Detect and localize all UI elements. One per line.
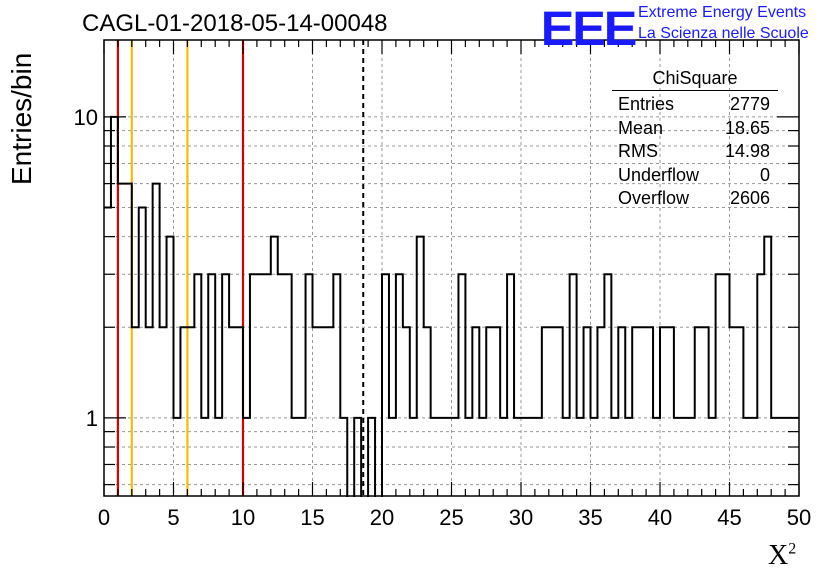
stats-label: Entries bbox=[618, 94, 675, 114]
chart-title: CAGL-01-2018-05-14-00048 bbox=[82, 10, 388, 37]
below-axis-mask bbox=[0, 497, 836, 572]
x-tick-label: 50 bbox=[787, 505, 811, 530]
stats-value: 18.65 bbox=[724, 117, 770, 138]
x-axis-label-base: X bbox=[768, 540, 789, 571]
stats-row: RMS 14.98 bbox=[612, 140, 778, 164]
x-tick-label: 20 bbox=[370, 505, 394, 530]
stats-value: 2606 bbox=[729, 188, 770, 208]
logo-line-2: La Scienza nelle Scuole bbox=[638, 25, 809, 42]
x-axis-label: X2 bbox=[768, 540, 796, 572]
stats-label: RMS bbox=[618, 141, 658, 161]
stats-row: Overflow 2606 bbox=[612, 187, 778, 211]
eee-logo: EEE bbox=[540, 3, 638, 56]
y-tick-label: 1 bbox=[86, 406, 98, 431]
stats-row: Underflow 0 bbox=[612, 164, 778, 188]
y-tick-label: 10 bbox=[74, 105, 98, 130]
x-tick-label: 15 bbox=[300, 505, 324, 530]
logo-line-1: Extreme Energy Events bbox=[638, 4, 807, 21]
stats-value: 2779 bbox=[729, 94, 770, 114]
x-tick-label: 30 bbox=[509, 505, 533, 530]
y-axis-label: Entries/bin bbox=[6, 52, 37, 185]
histogram-line bbox=[104, 115, 799, 517]
x-tick-label: 10 bbox=[231, 505, 255, 530]
x-axis-label-sup: 2 bbox=[788, 540, 797, 558]
stats-row: Entries 2779 bbox=[612, 93, 778, 117]
stats-value: 14.98 bbox=[724, 141, 770, 161]
stats-label: Overflow bbox=[618, 188, 690, 208]
stats-label: Mean bbox=[618, 117, 664, 138]
x-tick-label: 35 bbox=[578, 505, 602, 530]
stats-title: ChiSquare bbox=[612, 68, 778, 91]
x-tick-label: 25 bbox=[439, 505, 463, 530]
x-tick-label: 40 bbox=[648, 505, 672, 530]
stats-label: Underflow bbox=[618, 164, 700, 185]
stats-box: ChiSquare Entries 2779 Mean 18.65 RMS 14.98… bbox=[612, 68, 778, 211]
x-tick-label: 5 bbox=[167, 505, 179, 530]
x-tick-label: 45 bbox=[717, 505, 741, 530]
stats-row: Mean 18.65 bbox=[612, 117, 778, 141]
stats-value: 0 bbox=[759, 164, 770, 185]
x-tick-label: 0 bbox=[98, 505, 110, 530]
